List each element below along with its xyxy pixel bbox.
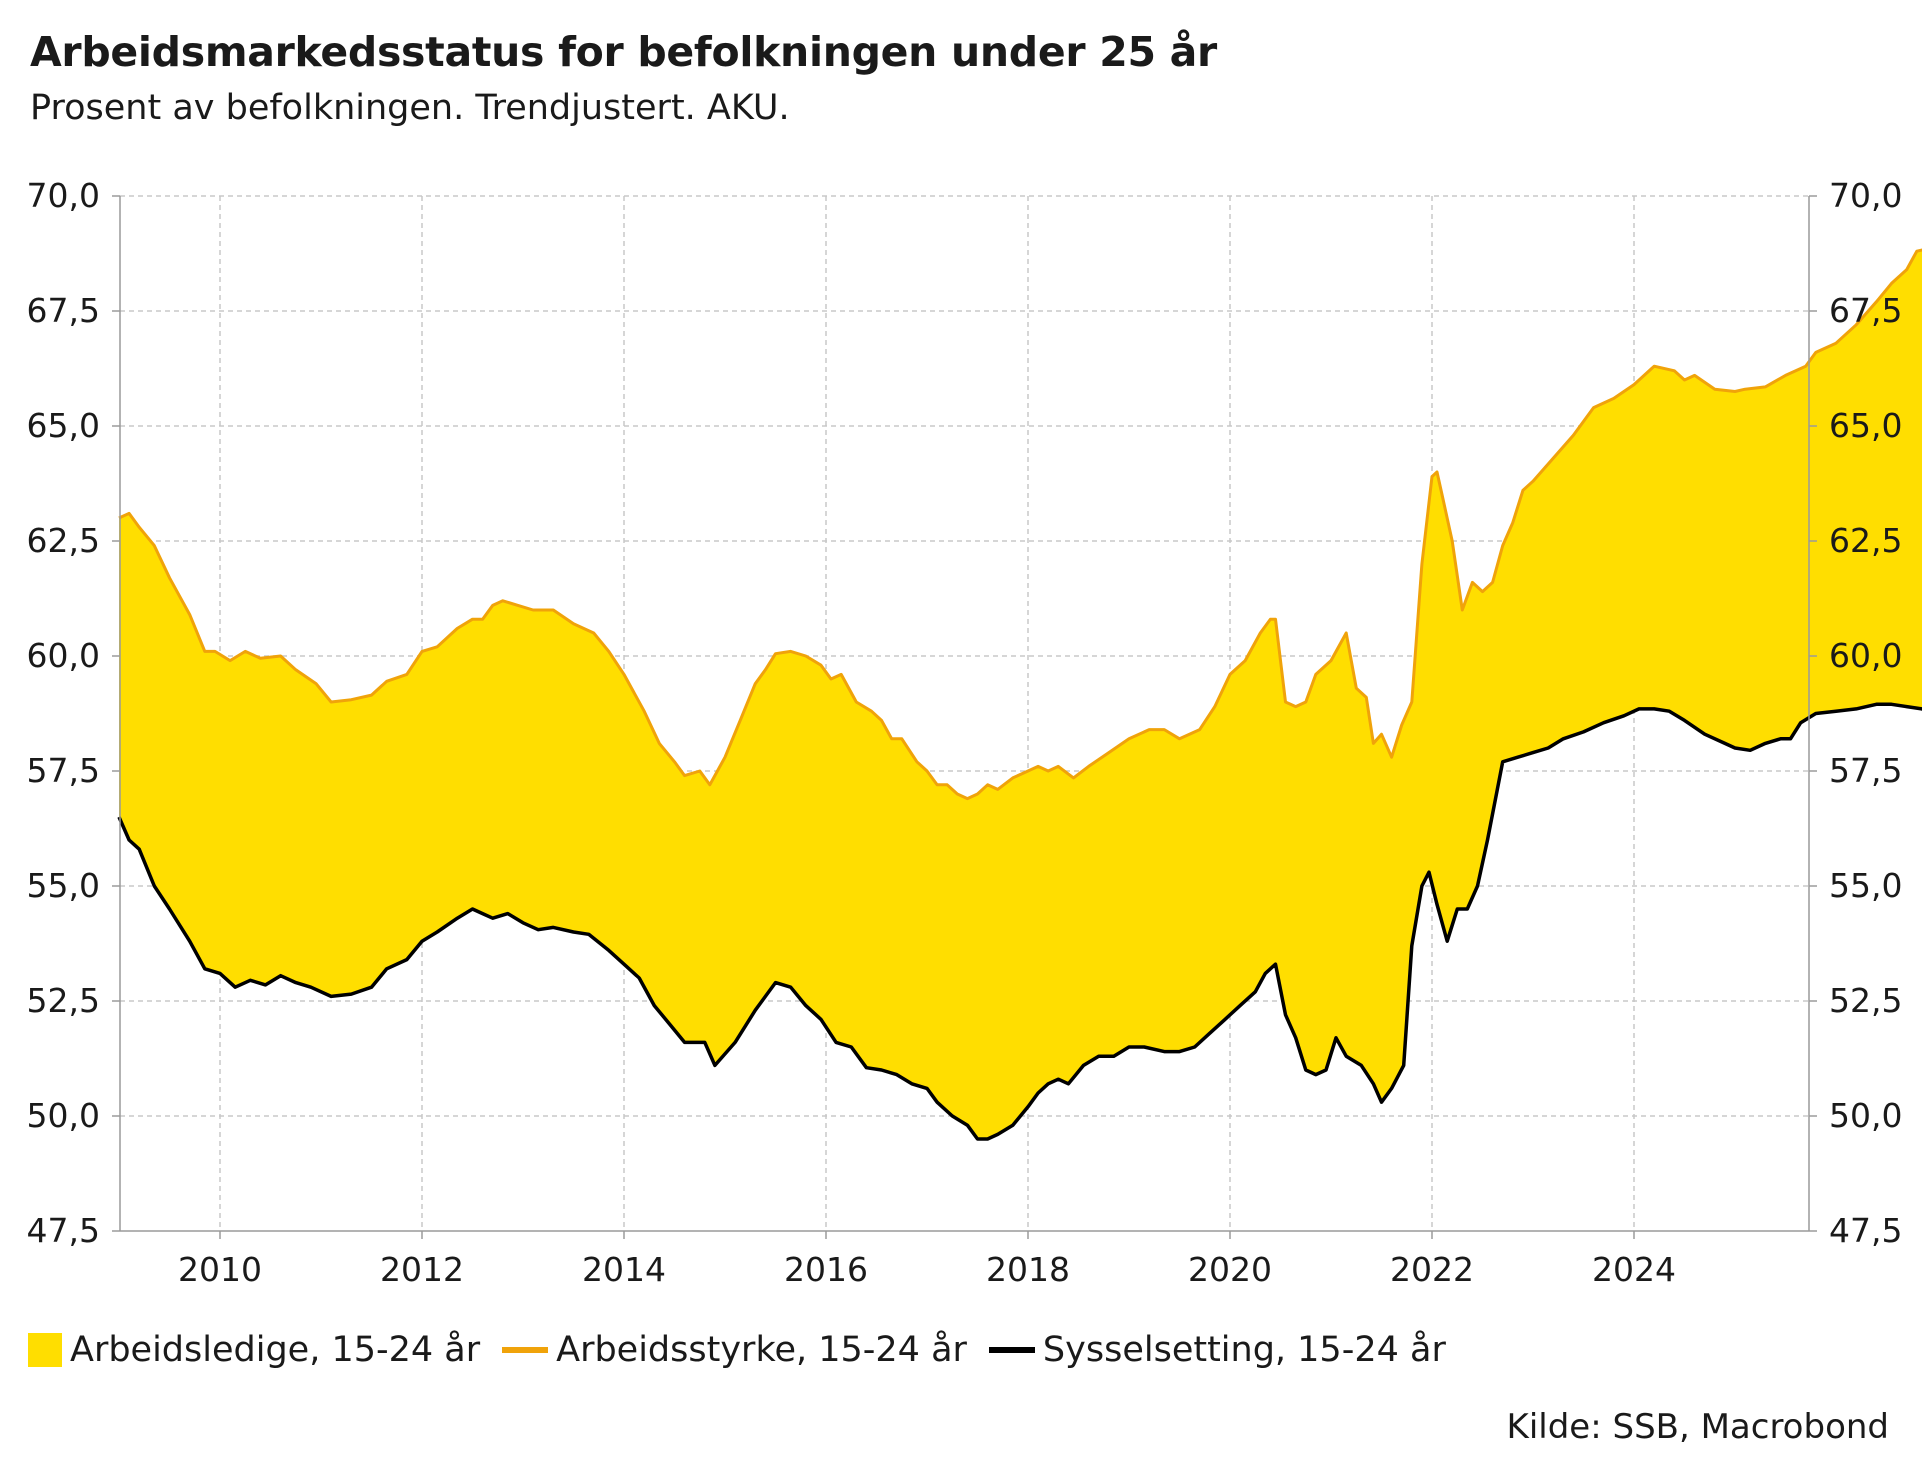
x-tick-label: 2018 <box>986 1250 1070 1289</box>
legend-label-unemployed: Arbeidsledige, 15-24 år <box>70 1330 481 1370</box>
x-tick-label: 2020 <box>1188 1250 1272 1289</box>
y-tick-label-left: 60,0 <box>27 636 100 675</box>
y-tick-label-left: 62,5 <box>27 521 100 560</box>
y-tick-label-left: 70,0 <box>27 176 100 215</box>
y-tick-label-left: 67,5 <box>27 291 100 330</box>
y-tick-label-right: 50,0 <box>1829 1096 1902 1135</box>
y-tick-label-right: 47,5 <box>1829 1211 1902 1250</box>
y-tick-label-right: 70,0 <box>1829 176 1902 215</box>
x-tick-label: 2016 <box>784 1250 868 1289</box>
legend-label-labour-force: Arbeidsstyrke, 15-24 år <box>556 1330 967 1370</box>
x-tick-label: 2024 <box>1592 1250 1676 1289</box>
labour-force-line <box>118 248 1922 801</box>
x-tick-label: 2022 <box>1390 1250 1474 1289</box>
y-tick-label-left: 57,5 <box>27 751 100 790</box>
x-tick-label: 2010 <box>178 1250 262 1289</box>
tick-layer: 47,5 47,5 50,0 50,0 52,5 52,5 55,0 55,0 57,5 57,5… <box>27 176 1903 1289</box>
employment-line <box>117 702 1922 1141</box>
legend-item-employment: Sysselsetting, 15-24 år <box>988 1330 1446 1370</box>
data-layer <box>117 248 1922 1141</box>
y-tick-label-right: 67,5 <box>1829 291 1902 330</box>
legend: Arbeidsledige, 15-24 år Arbeidsstyrke, 1… <box>28 1330 1468 1370</box>
x-tick-label: 2012 <box>380 1250 464 1289</box>
y-tick-label-right: 55,0 <box>1829 866 1902 905</box>
source-note: Kilde: SSB, Macrobond <box>1506 1407 1889 1447</box>
y-tick-label-right: 62,5 <box>1829 521 1902 560</box>
legend-swatch-employment <box>988 1347 1035 1353</box>
y-tick-label-right: 57,5 <box>1829 751 1902 790</box>
legend-swatch-labour-force <box>502 1347 549 1353</box>
y-tick-label-right: 60,0 <box>1829 636 1902 675</box>
y-tick-label-left: 50,0 <box>27 1096 100 1135</box>
unemployed-area <box>119 250 1922 1139</box>
x-tick-label: 2014 <box>582 1250 666 1289</box>
chart-title: Arbeidsmarkedsstatus for befolkningen un… <box>30 28 1217 76</box>
legend-item-unemployed: Arbeidsledige, 15-24 år <box>28 1330 480 1370</box>
y-tick-label-right: 65,0 <box>1829 406 1902 445</box>
y-tick-label-left: 47,5 <box>27 1211 100 1250</box>
legend-item-labour-force: Arbeidsstyrke, 15-24 år <box>502 1330 967 1370</box>
y-tick-label-left: 52,5 <box>27 981 100 1020</box>
y-tick-label-right: 52,5 <box>1829 981 1902 1020</box>
y-tick-label-left: 65,0 <box>27 406 100 445</box>
chart-subtitle: Prosent av befolkningen. Trendjustert. A… <box>30 88 790 128</box>
y-tick-label-left: 55,0 <box>27 866 100 905</box>
frame-layer <box>112 195 1817 1239</box>
legend-swatch-unemployed <box>28 1333 62 1367</box>
legend-label-employment: Sysselsetting, 15-24 år <box>1042 1330 1446 1370</box>
